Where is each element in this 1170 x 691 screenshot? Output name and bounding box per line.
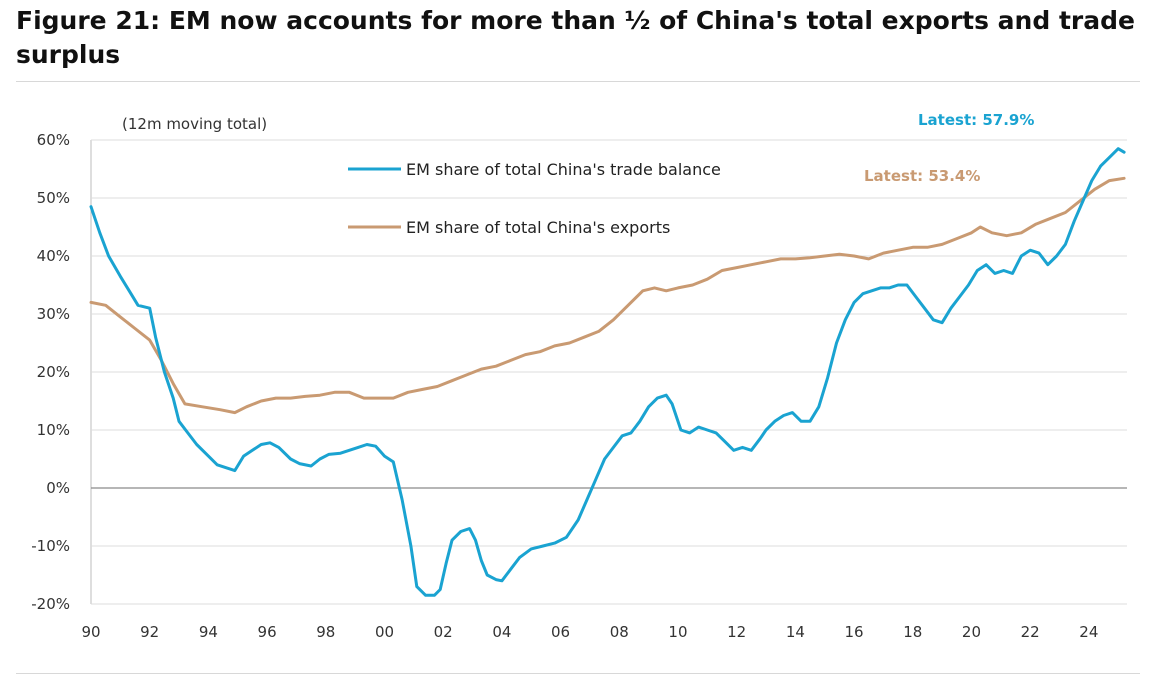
x-tick-label: 98: [316, 623, 335, 641]
x-tick-label: 20: [962, 623, 981, 641]
legend-label-trade-balance: EM share of total China's trade balance: [406, 160, 721, 179]
latest-labels: Latest: 57.9% Latest: 53.4%: [864, 111, 1034, 185]
y-tick-label: 20%: [37, 363, 70, 381]
x-tick-label: 02: [434, 623, 453, 641]
y-tick-label: 50%: [37, 189, 70, 207]
x-tick-label: 90: [81, 623, 100, 641]
y-tick-label: 0%: [46, 479, 70, 497]
series-lines: [89, 147, 1126, 597]
x-tick-label: 04: [492, 623, 511, 641]
x-tick-label: 16: [845, 623, 864, 641]
x-tick-label: 06: [551, 623, 570, 641]
y-tick-label: -20%: [31, 595, 70, 613]
y-tick-label: 10%: [37, 421, 70, 439]
x-axis-tick-labels: 90 92 94 96 98 00 02 04 06 08 10 12 14 16 18 20 22 24: [81, 623, 1098, 641]
y-tick-label: 30%: [37, 305, 70, 323]
x-tick-label: 94: [199, 623, 218, 641]
x-tick-label: 14: [786, 623, 805, 641]
latest-label-exports: Latest: 53.4%: [864, 167, 980, 185]
chart-note: (12m moving total): [122, 115, 267, 133]
x-tick-label: 24: [1079, 623, 1098, 641]
title-divider: [16, 81, 1140, 82]
y-tick-label: 60%: [37, 131, 70, 149]
gridlines: [90, 139, 1127, 605]
x-tick-label: 00: [375, 623, 394, 641]
y-tick-label: 40%: [37, 247, 70, 265]
y-axis-tick-labels: 60% 50% 40% 30% 20% 10% 0% -10% -20%: [31, 131, 70, 613]
x-tick-label: 18: [903, 623, 922, 641]
y-tick-label: -10%: [31, 537, 70, 555]
x-tick-label: 08: [610, 623, 629, 641]
x-tick-label: 92: [140, 623, 159, 641]
latest-label-trade-balance: Latest: 57.9%: [918, 111, 1034, 129]
x-tick-label: 22: [1021, 623, 1040, 641]
chart-title: Figure 21: EM now accounts for more than…: [16, 6, 1135, 69]
x-tick-label: 96: [258, 623, 277, 641]
trade-balance-line: [89, 147, 1126, 597]
legend-label-exports: EM share of total China's exports: [406, 218, 670, 237]
exports-line: [89, 176, 1126, 415]
footer-divider: [16, 673, 1140, 674]
legend: EM share of total China's trade balance E…: [348, 160, 721, 237]
x-tick-label: 12: [727, 623, 746, 641]
x-tick-label: 10: [668, 623, 687, 641]
